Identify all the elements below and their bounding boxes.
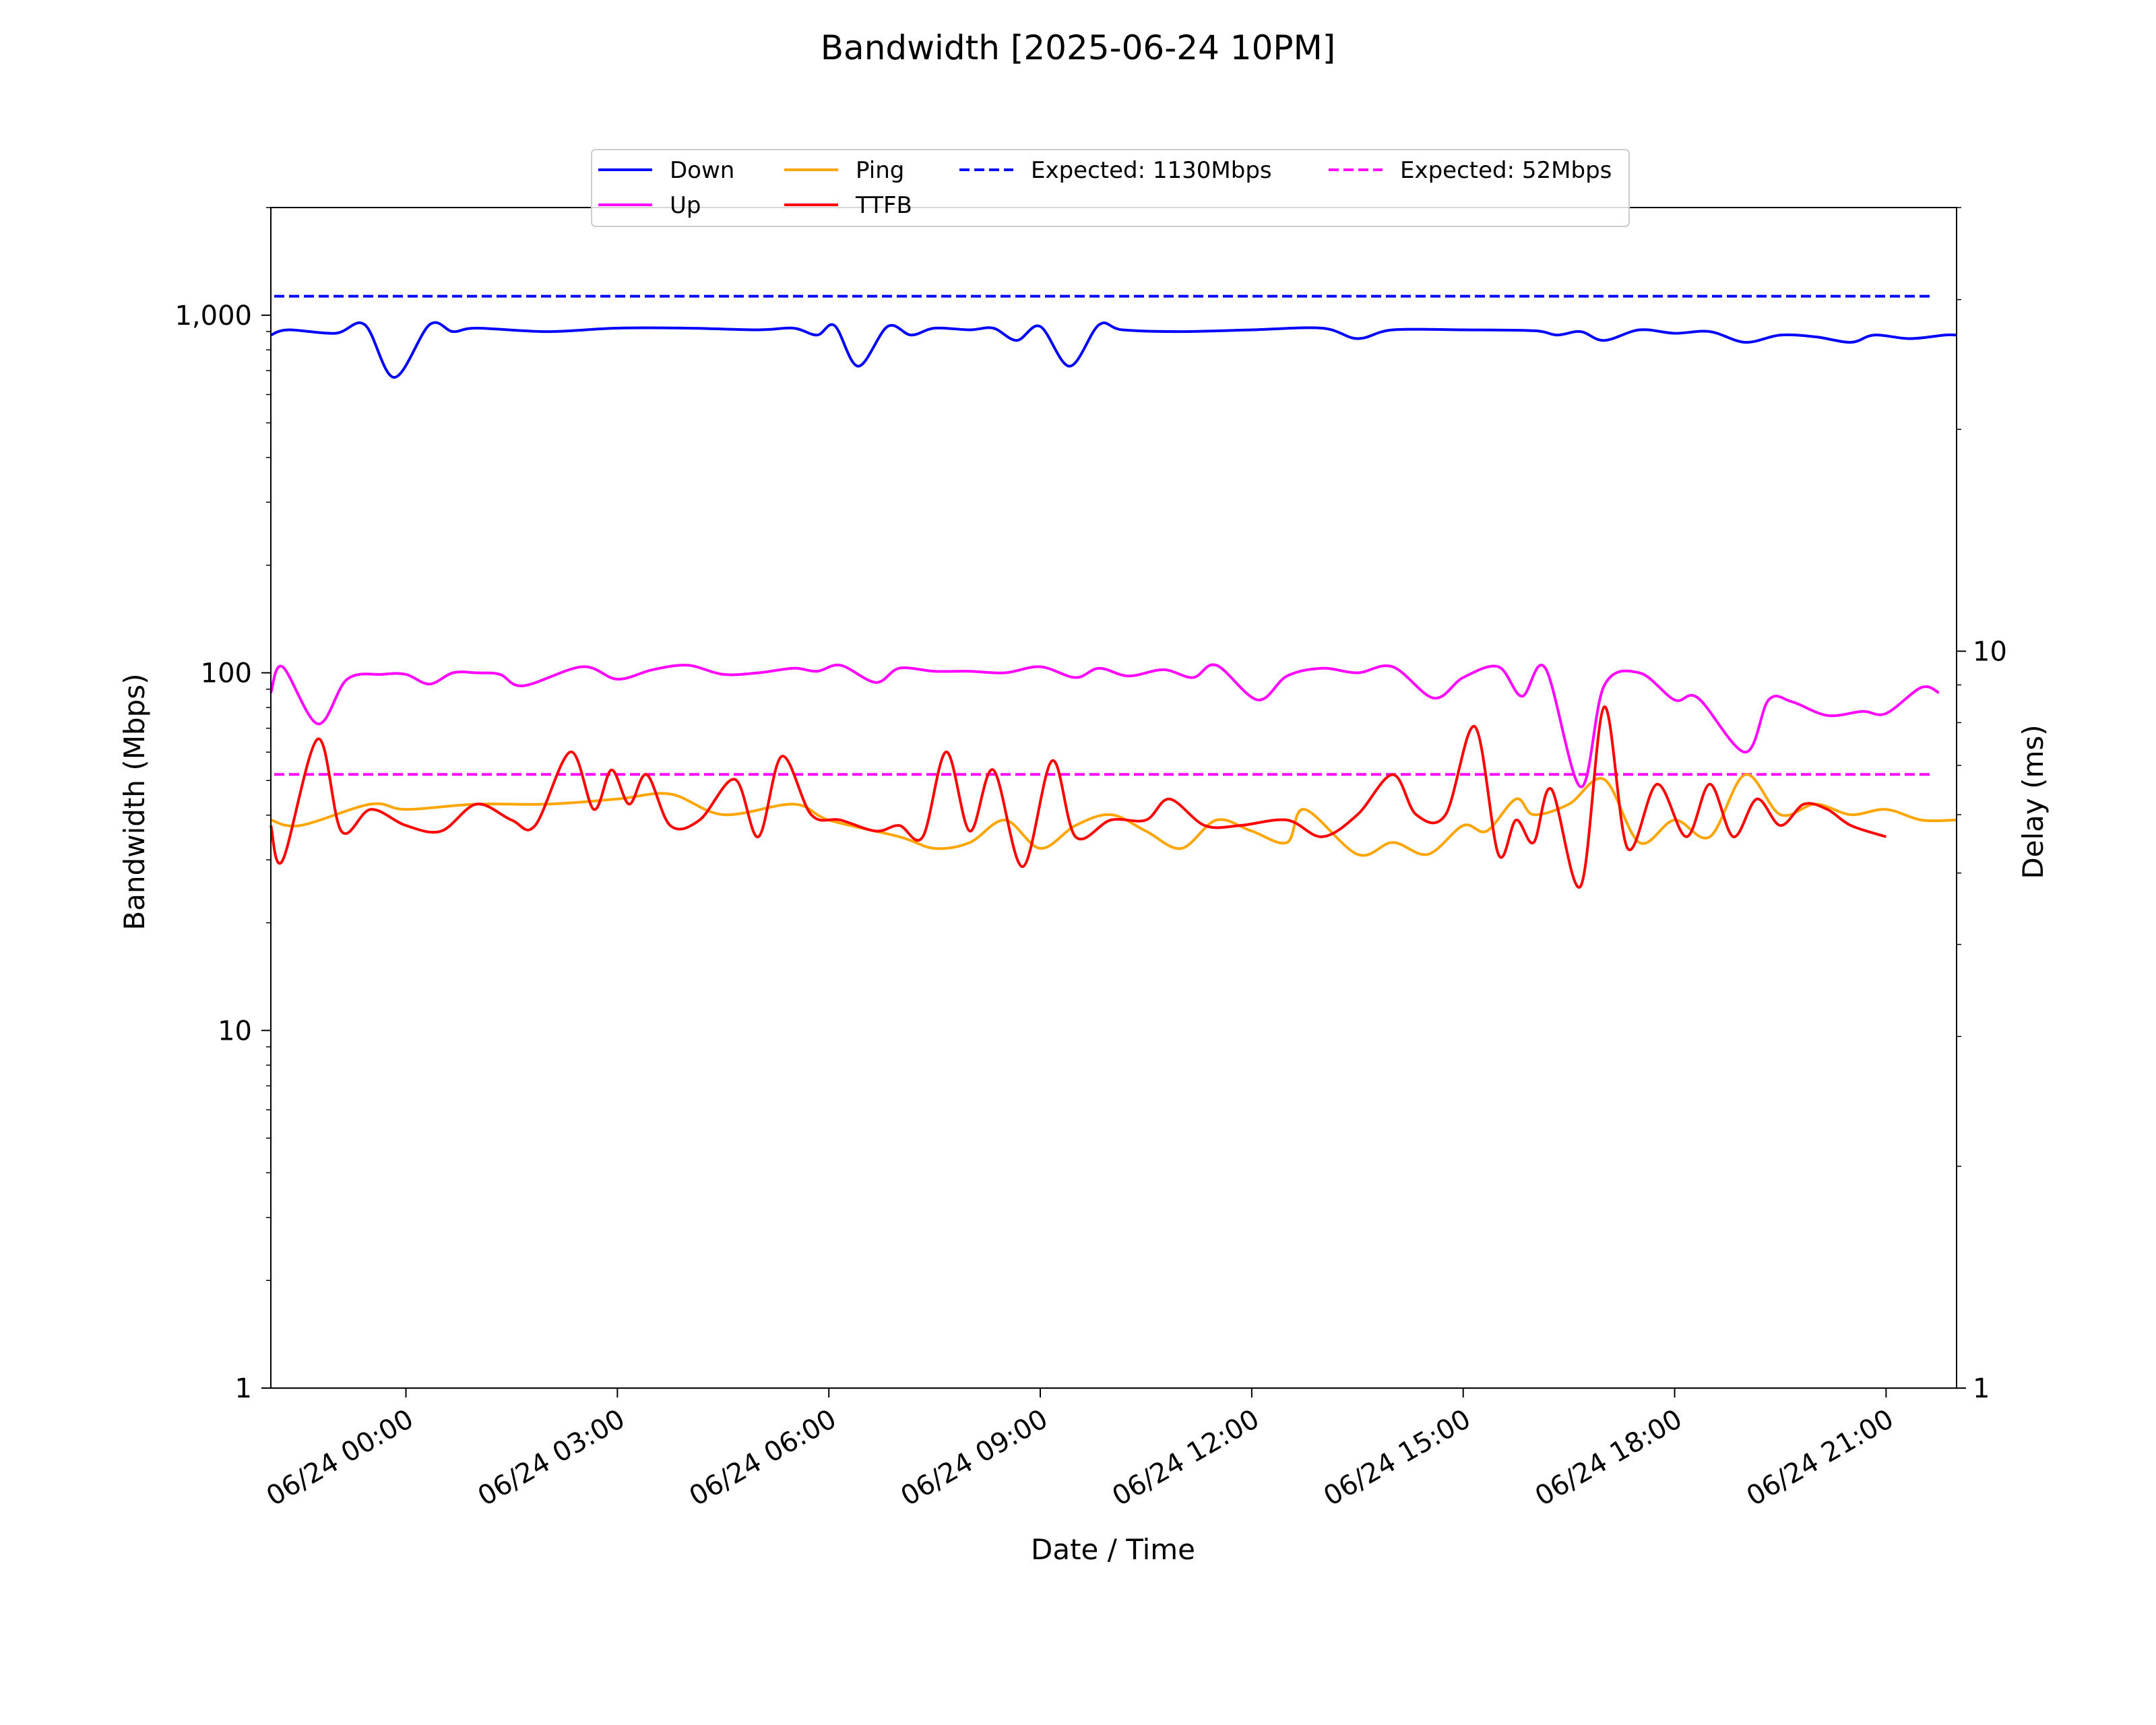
legend-item-ttfb: TTFB (784, 192, 912, 219)
plot-background (271, 208, 1957, 1388)
series-line-ttfb (270, 705, 1887, 889)
y-tick-label: 1,000 (175, 301, 252, 332)
legend-label: Expected: 1130Mbps (1031, 157, 1272, 184)
legend-item-ping: Ping (784, 157, 904, 184)
legend-item-down: Down (598, 157, 734, 184)
y2-tick-label: 1 (1973, 1373, 1990, 1404)
legend-label: Expected: 52Mbps (1400, 157, 1612, 184)
plot-area (271, 208, 1957, 1388)
legend-item-expected-1130mbps: Expected: 1130Mbps (959, 157, 1272, 184)
y-tick-label: 100 (201, 658, 252, 689)
series-layer (270, 294, 1957, 889)
legend: Down Up Ping TTFB Expected: 1130Mbps Expected… (591, 149, 1630, 227)
y-axis-title: Bandwidth (Mbps) (118, 673, 151, 930)
legend-label: Ping (856, 157, 904, 184)
y-tick-label: 10 (218, 1015, 252, 1046)
legend-label: TTFB (855, 192, 912, 219)
x-axis-title: Date / Time (1031, 1533, 1195, 1566)
series-line-up (270, 663, 1940, 788)
legend-box (591, 149, 1630, 227)
y2-tick-label: 10 (1973, 636, 2007, 667)
legend-item-expected-52mbps: Expected: 52Mbps (1329, 157, 1612, 184)
chart-title: Bandwidth [2025-06-24 10PM] (821, 28, 1335, 67)
y-tick-label: 1 (235, 1373, 252, 1404)
series-line-down (270, 321, 1957, 379)
y2-axis-title: Delay (ms) (2017, 724, 2050, 879)
legend-label: Up (670, 192, 701, 219)
legend-item-up: Up (598, 192, 701, 219)
legend-label: Down (670, 157, 734, 184)
